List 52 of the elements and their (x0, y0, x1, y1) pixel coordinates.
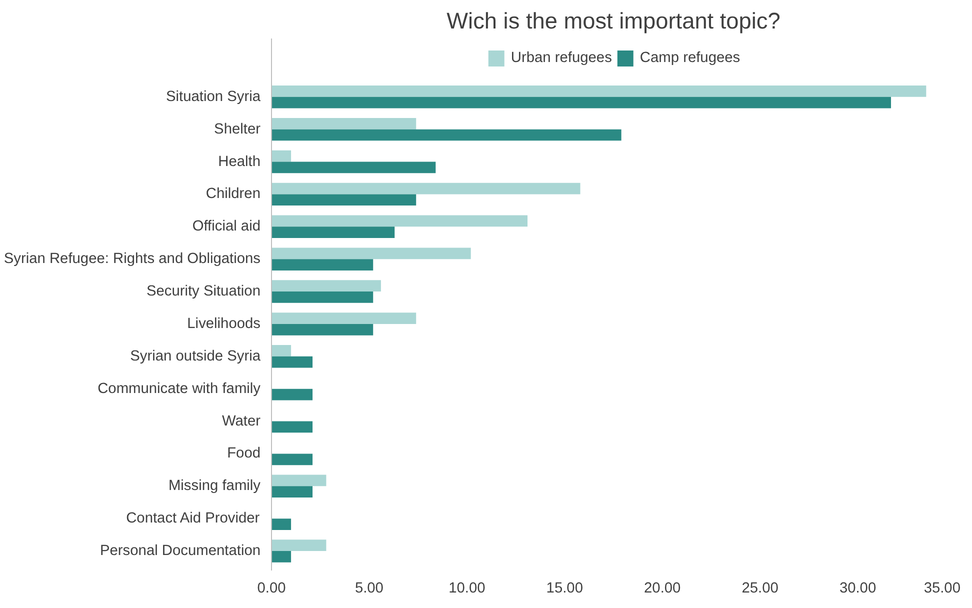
legend-label: Urban refugees (510, 50, 612, 66)
y-tick-label: Food (227, 446, 260, 462)
bar (272, 474, 326, 486)
x-tick-label: 30.00 (839, 580, 876, 596)
bar (272, 324, 374, 336)
y-tick-label: Syrian outside Syria (130, 348, 262, 364)
bar (272, 194, 416, 206)
y-tick-label: Security Situation (146, 284, 261, 300)
y-tick-label: Health (218, 154, 261, 170)
bar (272, 259, 374, 270)
y-tick-label: Shelter (214, 121, 261, 138)
bar (272, 292, 374, 303)
bar (272, 421, 313, 433)
bar (272, 540, 326, 552)
y-tick-label: Missing family (168, 478, 262, 494)
x-tick-label: 5.00 (354, 580, 384, 596)
chart-title: Wich is the most important topic? (446, 8, 780, 34)
x-tick-label: 20.00 (644, 580, 681, 596)
bar (272, 96, 892, 108)
x-tick-label: 25.00 (742, 580, 778, 596)
bar (272, 486, 313, 498)
bar (272, 356, 313, 368)
bar (272, 248, 471, 260)
y-tick-label: Livelihoods (187, 316, 261, 332)
x-tick-label: 0.00 (257, 580, 286, 596)
bar (272, 182, 580, 194)
bar (272, 388, 313, 400)
bar (272, 551, 292, 562)
x-tick-label: 15.00 (546, 580, 583, 596)
bar (272, 454, 313, 466)
y-tick-label: Children (206, 186, 261, 202)
y-tick-label: Situation Syria (166, 88, 262, 105)
bar (272, 118, 416, 130)
legend-label: Camp refugees (640, 50, 740, 66)
y-tick-label: Official aid (192, 218, 261, 235)
y-tick-label: Syrian Refugee: Rights and Obligations (4, 251, 261, 268)
y-tick-label: Personal Documentation (100, 543, 261, 560)
bar (272, 86, 926, 97)
bar (272, 518, 292, 530)
bar (272, 215, 528, 227)
x-tick-label: 35.00 (924, 580, 961, 596)
bar (272, 312, 416, 324)
bar (272, 150, 292, 162)
bar (272, 345, 292, 356)
bar (272, 162, 436, 174)
bar (272, 280, 381, 292)
y-tick-label: Contact Aid Provider (126, 510, 260, 527)
bar (272, 129, 622, 141)
y-tick-label: Communicate with family (98, 380, 262, 397)
bar (272, 226, 395, 238)
x-tick-label: 10.00 (448, 580, 486, 596)
y-tick-label: Water (222, 413, 261, 430)
